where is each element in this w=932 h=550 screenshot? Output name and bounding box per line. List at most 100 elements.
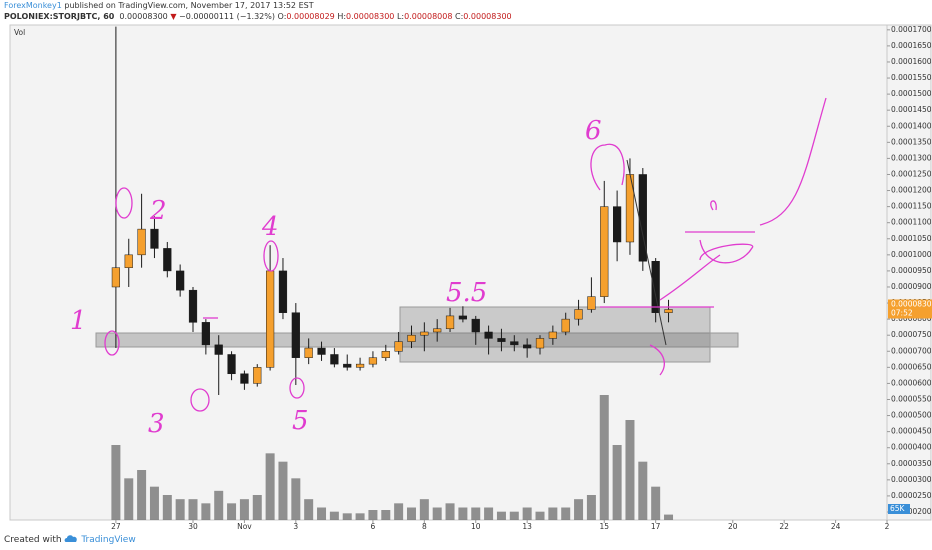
candle-body xyxy=(124,254,133,268)
annotation: 3 xyxy=(148,409,165,439)
candle-body xyxy=(561,318,570,333)
candle-body xyxy=(176,270,185,291)
y-tick-label: 0.00011000 xyxy=(891,218,932,227)
footer-prefix: Created with xyxy=(4,535,62,545)
last: 0.00008300 xyxy=(119,12,168,21)
hand-drawings xyxy=(104,97,827,412)
volume-badge-bg xyxy=(888,504,910,514)
x-tick-label: 10 xyxy=(471,522,481,530)
y-tick-label: 0.00013000 xyxy=(891,153,932,162)
y-tick-label: 0.00015000 xyxy=(891,89,932,98)
x-tick-label: 17 xyxy=(651,522,661,530)
quote-line: POLONIEX:STORJBTC, 60 0.00008300 ▼ −0.00… xyxy=(4,11,512,22)
x-tick-label: 13 xyxy=(522,522,532,530)
circle xyxy=(263,240,279,272)
ohlc-value: 0.00008008 xyxy=(404,12,453,21)
volume-bar xyxy=(406,507,416,520)
y-tick-label: 0.00009000 xyxy=(891,282,932,291)
volume-bar xyxy=(561,507,571,520)
x-tick-label: 15 xyxy=(599,522,609,530)
y-tick-label: 0.00003500 xyxy=(891,459,932,468)
y-tick-label: 0.00014000 xyxy=(891,121,932,130)
candle-body xyxy=(445,315,455,330)
x-tick-label: 6 xyxy=(371,522,376,530)
support-zone xyxy=(95,332,739,348)
volume-bar xyxy=(432,507,442,520)
y-tick-label: 0.00004500 xyxy=(891,427,932,436)
volume-bar xyxy=(651,486,661,520)
candle-body xyxy=(497,338,506,342)
ohlc-value: 0.00008300 xyxy=(463,12,512,21)
volume-bar xyxy=(664,514,674,520)
y-tick-label: 0.00015500 xyxy=(891,73,932,82)
circle xyxy=(289,377,305,399)
candle-body xyxy=(420,331,429,336)
volume-bar xyxy=(291,478,301,520)
arrow-stroke xyxy=(649,344,665,376)
candle-body xyxy=(111,267,121,288)
price-badge-bg xyxy=(888,299,932,319)
x-tick-label: 22 xyxy=(779,522,789,530)
ohlc-value: 0.00008300 xyxy=(346,12,395,21)
x-tick-label: 3 xyxy=(293,522,298,530)
candle-body xyxy=(484,331,493,339)
x-tick-label: 24 xyxy=(831,522,841,530)
candle-body xyxy=(523,344,532,349)
volume-bar xyxy=(535,511,545,520)
volume-bar xyxy=(137,470,147,520)
candle-body xyxy=(613,206,622,243)
candle-body xyxy=(266,270,275,368)
y-tick-label: 0.00002000 xyxy=(891,507,932,516)
candle-body xyxy=(407,334,416,342)
volume-bar xyxy=(625,420,635,520)
volume-bar xyxy=(496,511,506,520)
candle-body xyxy=(574,309,583,320)
circle xyxy=(190,388,210,412)
y-tick-label: 0.00007500 xyxy=(891,330,932,339)
candle-layer xyxy=(111,26,673,395)
candle-body xyxy=(343,363,352,368)
ohlc-key: O: xyxy=(277,12,287,21)
arrow: ▼ xyxy=(170,12,177,21)
candle-body xyxy=(188,289,198,323)
header: ForexMonkey1 published on TradingView.co… xyxy=(4,0,512,22)
candle-body xyxy=(535,338,545,349)
pane-label: Vol xyxy=(14,28,25,37)
candle-body xyxy=(137,228,146,256)
ohlc-key: L: xyxy=(396,12,405,21)
published: published on TradingView.com, November 1… xyxy=(64,1,314,10)
candle-body xyxy=(394,341,403,352)
volume-bar xyxy=(111,445,121,520)
footer-brand[interactable]: TradingView xyxy=(81,535,136,545)
candle-body xyxy=(330,354,339,365)
ohlc-key: C: xyxy=(455,12,464,21)
candle-body xyxy=(214,344,223,355)
x-tick-label: 27 xyxy=(111,522,121,530)
author[interactable]: ForexMonkey1 xyxy=(4,1,62,10)
candle-body xyxy=(510,341,519,346)
volume-label: 65K xyxy=(890,504,906,513)
annotation: 5.5 xyxy=(446,278,487,308)
y-tick-label: 0.00006000 xyxy=(891,378,932,387)
volume-bar xyxy=(381,510,391,520)
volume-bar xyxy=(471,507,481,520)
y-tick-label: 0.00002500 xyxy=(891,491,932,500)
plot-background xyxy=(9,24,932,521)
volume-bar xyxy=(342,513,352,520)
annotation-layer: 1 2 3 4 5 5.5 6 xyxy=(70,116,602,439)
volume-bar xyxy=(239,499,249,520)
y-tick-label: 0.00006500 xyxy=(891,362,932,371)
publish-line: ForexMonkey1 published on TradingView.co… xyxy=(4,0,512,11)
footer: Created with TradingView xyxy=(4,533,136,545)
y-tick-label: 0.00016500 xyxy=(891,41,932,50)
volume-bar xyxy=(317,507,327,520)
candle-body xyxy=(201,322,210,346)
scribble xyxy=(659,97,827,301)
y-tick-label: 0.00016000 xyxy=(891,57,932,66)
price-badge: 0.00008300 xyxy=(891,299,932,308)
volume-bar xyxy=(201,503,211,520)
volume-bar xyxy=(265,453,275,520)
candle-body xyxy=(458,315,467,320)
candle-body xyxy=(278,270,288,313)
candle-body xyxy=(227,354,236,375)
